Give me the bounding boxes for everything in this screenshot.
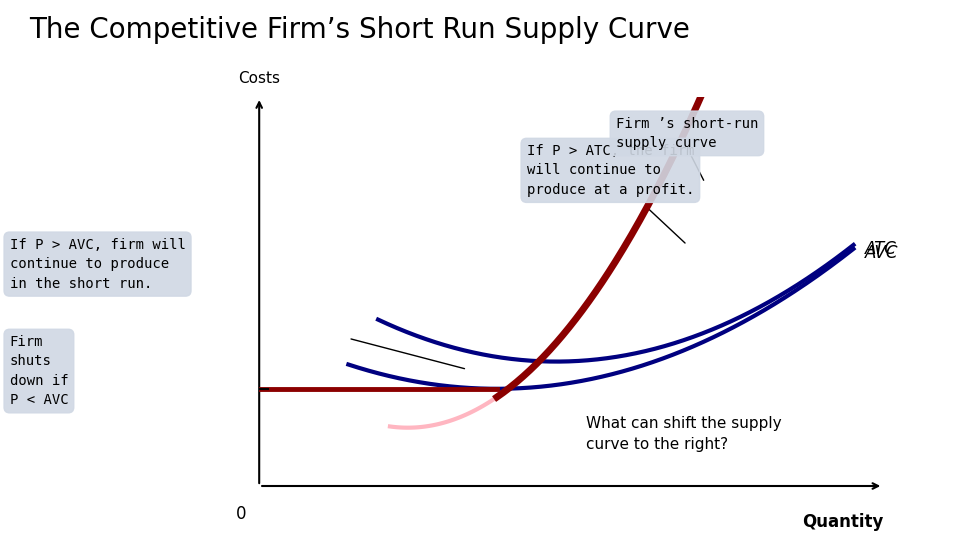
Text: If P > AVC, firm will
continue to produce
in the short run.: If P > AVC, firm will continue to produc… (10, 238, 185, 291)
Text: If P > ATC, the firm
will continue to
produce at a profit.: If P > ATC, the firm will continue to pr… (527, 144, 694, 197)
Text: AVC: AVC (865, 244, 899, 262)
Text: Quantity: Quantity (802, 513, 883, 531)
Text: What can shift the supply
curve to the right?: What can shift the supply curve to the r… (586, 416, 781, 452)
Text: Firm
shuts
down if
P < AVC: Firm shuts down if P < AVC (10, 335, 68, 407)
Text: 0: 0 (236, 505, 247, 523)
Text: Costs: Costs (238, 71, 280, 85)
Text: Firm ’s short-run
supply curve: Firm ’s short-run supply curve (615, 117, 758, 150)
Text: The Competitive Firm’s Short Run Supply Curve: The Competitive Firm’s Short Run Supply … (29, 16, 689, 44)
Text: ATC: ATC (865, 240, 898, 258)
